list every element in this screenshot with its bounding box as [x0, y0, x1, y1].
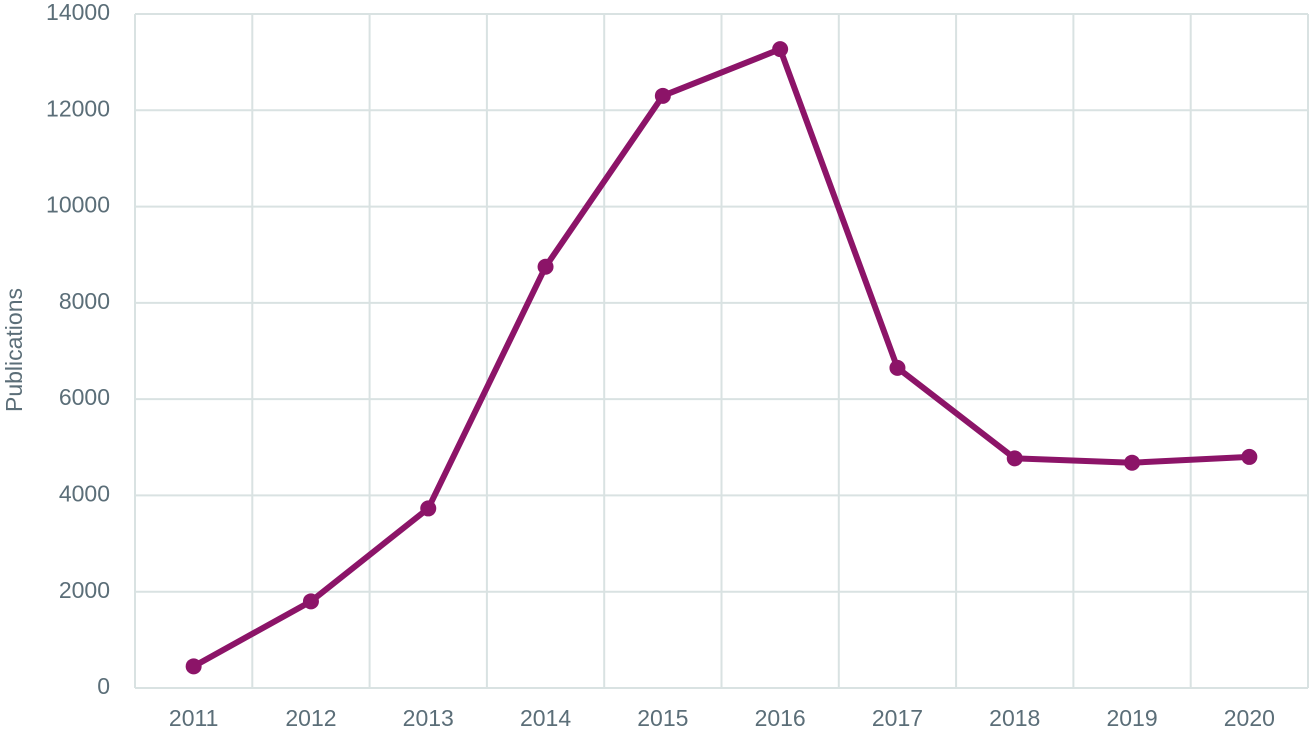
y-tick-label: 6000 — [59, 384, 110, 410]
y-tick-label: 8000 — [59, 288, 110, 314]
point — [1006, 450, 1023, 467]
y-tick-label: 10000 — [46, 192, 110, 218]
y-axis-label: Publications — [1, 288, 27, 412]
point — [537, 258, 554, 275]
y-tick-label: 14000 — [46, 0, 110, 25]
point — [185, 658, 202, 675]
x-tick-label: 2015 — [637, 705, 688, 731]
x-tick-label: 2013 — [403, 705, 454, 731]
x-tick-label: 2012 — [285, 705, 336, 731]
y-tick-label: 0 — [97, 673, 110, 699]
line — [192, 46, 1250, 669]
point — [420, 500, 437, 517]
x-tick-label: 2017 — [872, 705, 923, 731]
x-tick-label: 2020 — [1224, 705, 1275, 731]
point — [772, 41, 789, 58]
x-tick-label: 2011 — [169, 705, 218, 731]
y-tick-label: 2000 — [59, 577, 110, 603]
x-tick-label: 2014 — [520, 705, 571, 731]
point — [889, 359, 906, 376]
y-tick-label: 12000 — [46, 95, 110, 121]
y-tick-label: 4000 — [59, 481, 110, 507]
point — [654, 87, 671, 104]
point — [302, 593, 319, 610]
x-tick-label: 2016 — [755, 705, 806, 731]
x-tick-label: 2018 — [989, 705, 1040, 731]
point — [1124, 454, 1141, 471]
x-tick-label: 2019 — [1106, 705, 1157, 731]
point — [1241, 448, 1258, 465]
